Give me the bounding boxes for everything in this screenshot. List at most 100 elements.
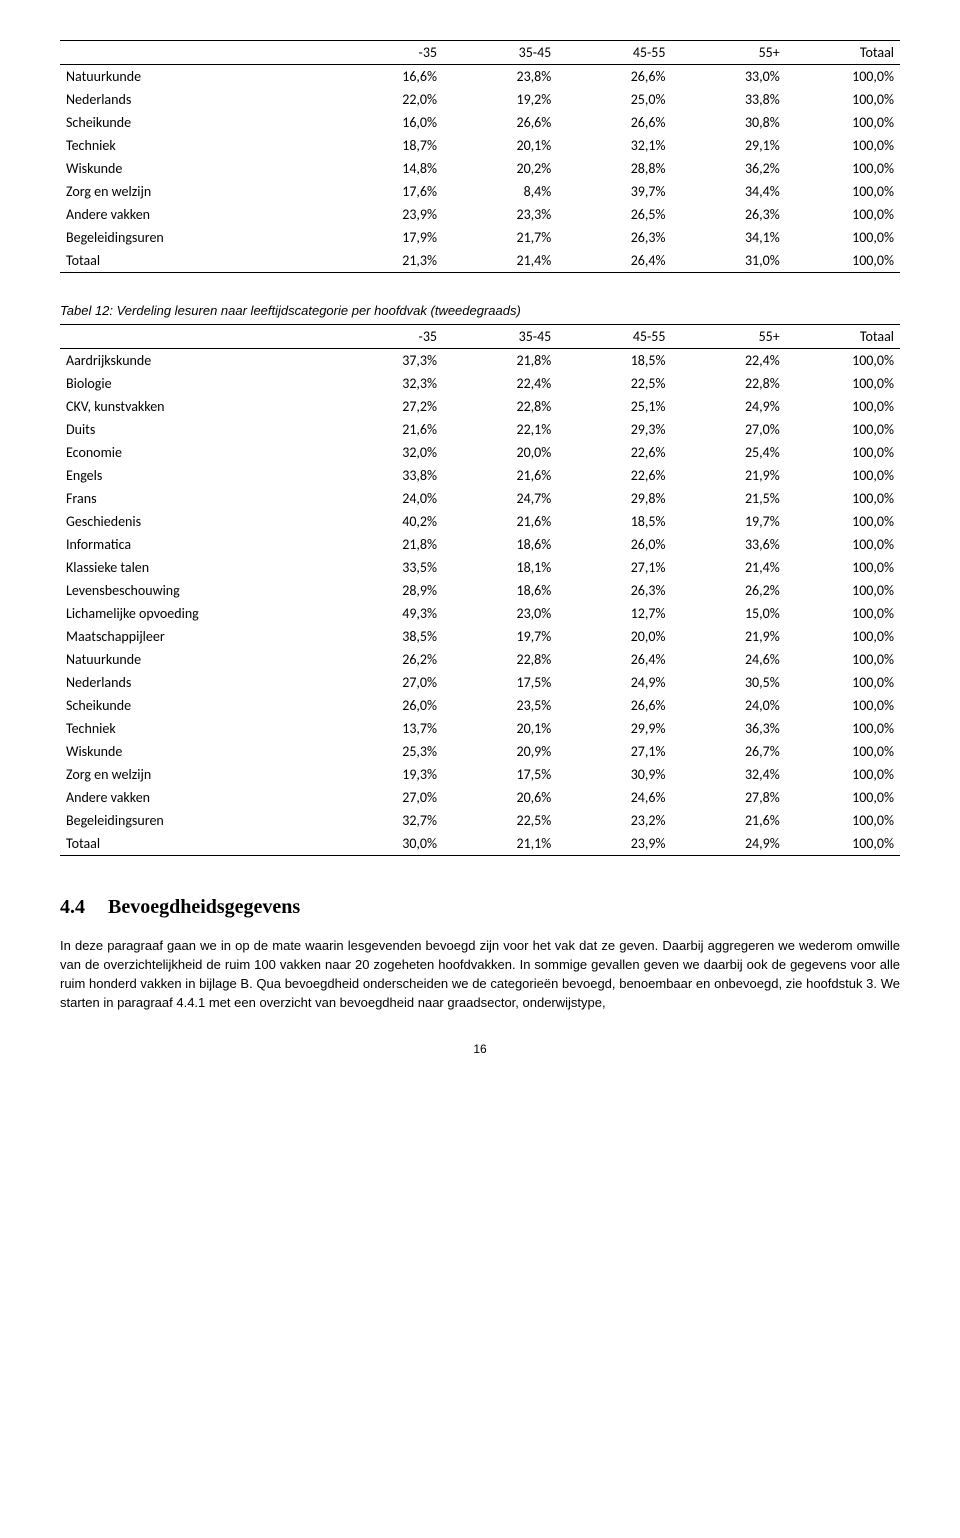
table-row: Andere vakken27,0%20,6%24,6%27,8%100,0% [60,786,900,809]
table-cell: Zorg en welzijn [60,180,329,203]
table-cell: 32,3% [329,372,443,395]
table-cell: 36,3% [672,717,786,740]
table-cell: Nederlands [60,671,329,694]
table-row: Natuurkunde26,2%22,8%26,4%24,6%100,0% [60,648,900,671]
table-cell: 100,0% [786,418,900,441]
section-number: 4.4 [60,896,108,919]
table-2-body: Aardrijkskunde37,3%21,8%18,5%22,4%100,0%… [60,349,900,856]
table-cell: 30,0% [329,832,443,856]
table-cell: 20,6% [443,786,557,809]
table-cell: 26,0% [557,533,671,556]
table-cell: 24,0% [329,487,443,510]
table-cell: 29,8% [557,487,671,510]
table-cell: 32,4% [672,763,786,786]
table-row: Duits21,6%22,1%29,3%27,0%100,0% [60,418,900,441]
table-cell: 21,4% [672,556,786,579]
table-cell: 36,2% [672,157,786,180]
table-cell: 20,1% [443,717,557,740]
table-cell: 21,6% [329,418,443,441]
table-cell: Duits [60,418,329,441]
table-cell: 100,0% [786,809,900,832]
table-cell: 26,6% [557,65,671,89]
col-header: 35-45 [443,325,557,349]
table-cell: 21,8% [443,349,557,373]
table-cell: 100,0% [786,88,900,111]
table-cell: 26,2% [329,648,443,671]
table-cell: 33,0% [672,65,786,89]
table-row: Scheikunde26,0%23,5%26,6%24,0%100,0% [60,694,900,717]
table-cell: 24,0% [672,694,786,717]
table-row: Economie32,0%20,0%22,6%25,4%100,0% [60,441,900,464]
table-cell: Scheikunde [60,694,329,717]
table-cell: 27,0% [329,786,443,809]
table-cell: 22,8% [443,395,557,418]
table-cell: 21,8% [329,533,443,556]
table-cell: 100,0% [786,740,900,763]
table-cell: 30,9% [557,763,671,786]
table-cell: 100,0% [786,226,900,249]
table-row: Nederlands22,0%19,2%25,0%33,8%100,0% [60,88,900,111]
table-cell: Nederlands [60,88,329,111]
table-cell: Levensbeschouwing [60,579,329,602]
table-cell: 34,1% [672,226,786,249]
table-cell: 28,9% [329,579,443,602]
table-cell: 19,3% [329,763,443,786]
table-cell: 23,2% [557,809,671,832]
table-cell: 26,6% [443,111,557,134]
table-cell: 20,1% [443,134,557,157]
table-cell: 24,6% [557,786,671,809]
table-cell: 19,2% [443,88,557,111]
table-cell: 24,9% [557,671,671,694]
table-cell: 8,4% [443,180,557,203]
table-cell: 33,5% [329,556,443,579]
table-cell: 16,0% [329,111,443,134]
table-cell: Totaal [60,249,329,273]
table-cell: 26,3% [672,203,786,226]
table-cell: 100,0% [786,625,900,648]
table-cell: Wiskunde [60,157,329,180]
table-cell: 18,1% [443,556,557,579]
table-cell: 33,8% [672,88,786,111]
table-2-head: -3535-4545-5555+Totaal [60,325,900,349]
table-cell: 22,4% [672,349,786,373]
table-cell: 34,4% [672,180,786,203]
page-number: 16 [60,1042,900,1056]
col-header: -35 [329,41,443,65]
table-cell: 100,0% [786,349,900,373]
table-cell: 100,0% [786,533,900,556]
table-cell: 27,8% [672,786,786,809]
col-header: 55+ [672,325,786,349]
table-cell: 100,0% [786,464,900,487]
table-cell: 17,5% [443,671,557,694]
section-title: Bevoegdheidsgegevens [108,896,300,918]
table-cell: 32,0% [329,441,443,464]
col-header [60,41,329,65]
table-cell: 18,7% [329,134,443,157]
table-cell: Zorg en welzijn [60,763,329,786]
table-cell: 100,0% [786,372,900,395]
table-cell: Lichamelijke opvoeding [60,602,329,625]
table-row: Natuurkunde16,6%23,8%26,6%33,0%100,0% [60,65,900,89]
table-row: Nederlands27,0%17,5%24,9%30,5%100,0% [60,671,900,694]
table-cell: 23,5% [443,694,557,717]
table-cell: 20,2% [443,157,557,180]
table-cell: Engels [60,464,329,487]
table-row: CKV, kunstvakken27,2%22,8%25,1%24,9%100,… [60,395,900,418]
table-cell: Begeleidingsuren [60,226,329,249]
table-cell: Frans [60,487,329,510]
table-row: Lichamelijke opvoeding49,3%23,0%12,7%15,… [60,602,900,625]
table-cell: Techniek [60,134,329,157]
table-cell: 18,6% [443,579,557,602]
table-row: Biologie32,3%22,4%22,5%22,8%100,0% [60,372,900,395]
table-cell: 29,1% [672,134,786,157]
table-row: Begeleidingsuren17,9%21,7%26,3%34,1%100,… [60,226,900,249]
table-cell: 27,0% [329,671,443,694]
table-1: -3535-4545-5555+Totaal Natuurkunde16,6%2… [60,40,900,273]
table-1-body: Natuurkunde16,6%23,8%26,6%33,0%100,0%Ned… [60,65,900,273]
table-cell: 100,0% [786,249,900,273]
table-cell: 100,0% [786,786,900,809]
table-cell: 20,0% [443,441,557,464]
col-header: 45-55 [557,41,671,65]
table-cell: 22,6% [557,441,671,464]
table-row: Geschiedenis40,2%21,6%18,5%19,7%100,0% [60,510,900,533]
